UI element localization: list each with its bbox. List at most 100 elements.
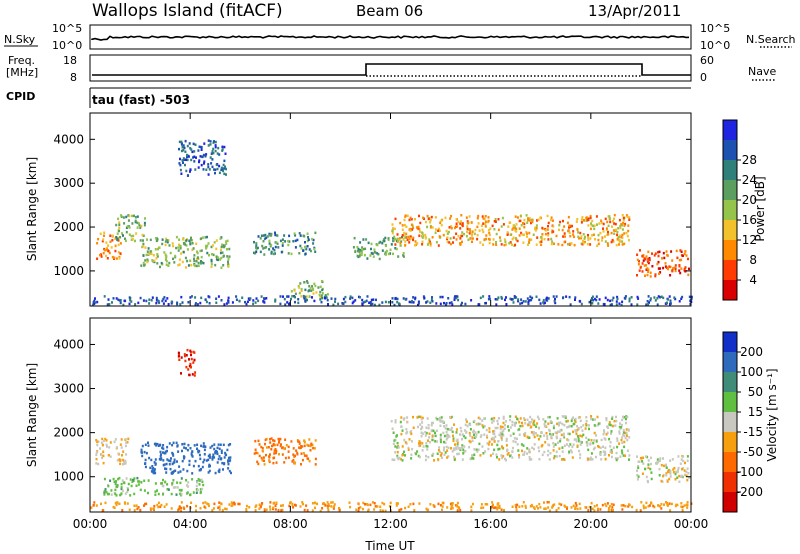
- power-cell: [172, 257, 174, 261]
- power-cell: [538, 298, 541, 302]
- colorbar-segment: [723, 240, 737, 261]
- velocity-cell: [511, 505, 514, 508]
- velocity-cell: [665, 472, 668, 475]
- power-cell: [577, 235, 580, 239]
- velocity-cell: [348, 501, 351, 504]
- power-cell: [175, 235, 178, 239]
- velocity-cell: [502, 421, 505, 425]
- power-cell: [142, 239, 144, 242]
- power-cell: [265, 246, 268, 249]
- velocity-cell: [178, 505, 181, 508]
- power-cell: [391, 301, 394, 304]
- power-cell: [160, 261, 163, 265]
- power-cell: [178, 147, 180, 151]
- power-cell: [300, 287, 303, 291]
- power-ylabel: Slant Range [km]: [25, 157, 39, 261]
- power-cell: [378, 241, 381, 245]
- velocity-cell: [284, 438, 287, 441]
- power-cell: [197, 166, 200, 169]
- power-cell: [411, 299, 413, 303]
- velocity-cell: [554, 443, 557, 446]
- velocity-cell: [296, 453, 299, 456]
- power-cell: [226, 239, 229, 243]
- power-cell: [268, 242, 271, 245]
- velocity-cell: [515, 506, 518, 509]
- power-cell: [535, 227, 538, 230]
- power-cell: [459, 222, 462, 225]
- power-cell: [671, 259, 674, 262]
- power-cell: [274, 252, 276, 255]
- velocity-cell: [530, 431, 533, 434]
- power-cell: [202, 153, 205, 157]
- power-cell: [396, 233, 399, 236]
- velocity-cell: [151, 465, 154, 468]
- power-cell: [594, 238, 596, 241]
- power-cell: [354, 250, 357, 254]
- power-cell: [361, 298, 364, 302]
- power-cell: [297, 285, 300, 288]
- power-cell: [197, 264, 200, 268]
- velocity-cell: [126, 502, 129, 505]
- velocity-cell: [290, 440, 293, 443]
- power-cell: [194, 143, 197, 146]
- power-cell: [179, 163, 182, 167]
- velocity-cell: [559, 440, 562, 443]
- power-cell: [568, 226, 570, 229]
- power-cell: [253, 240, 255, 244]
- power-cell: [642, 259, 645, 262]
- power-cell: [353, 236, 356, 240]
- power-cell: [384, 300, 387, 304]
- velocity-cell: [396, 454, 399, 458]
- power-cell: [170, 300, 173, 304]
- power-cell: [431, 226, 434, 229]
- y-tick-label: 3000: [53, 176, 84, 190]
- power-cell: [664, 262, 667, 265]
- velocity-cell: [521, 421, 523, 425]
- velocity-cell: [590, 415, 593, 418]
- velocity-region-3: [253, 437, 317, 466]
- power-cell: [118, 257, 121, 260]
- power-cell: [424, 220, 427, 224]
- velocity-cell: [622, 431, 625, 434]
- colorbar-segment: [723, 332, 737, 353]
- power-cell: [461, 231, 464, 234]
- velocity-cell: [445, 445, 448, 449]
- power-cell: [270, 234, 273, 237]
- velocity-cell: [420, 431, 423, 434]
- power-cell: [225, 173, 227, 176]
- velocity-cell: [649, 467, 652, 471]
- velocity-cell: [477, 416, 480, 420]
- velocity-cell: [214, 451, 217, 455]
- velocity-cell: [314, 439, 317, 442]
- power-cell: [607, 224, 610, 228]
- velocity-cell: [391, 427, 394, 430]
- power-cell: [615, 228, 618, 231]
- velocity-cell: [392, 431, 395, 434]
- power-cell: [352, 246, 355, 249]
- velocity-cell: [529, 421, 532, 424]
- power-cell: [500, 243, 503, 246]
- velocity-cell: [130, 484, 133, 488]
- velocity-cell: [601, 503, 604, 507]
- velocity-cell: [272, 456, 275, 460]
- velocity-cell: [225, 507, 228, 511]
- power-cell: [190, 236, 192, 240]
- velocity-cell: [171, 482, 174, 485]
- velocity-cell: [678, 480, 681, 483]
- velocity-cell: [513, 421, 516, 425]
- power-cell: [119, 299, 122, 302]
- power-cell: [227, 301, 230, 304]
- velocity-cell: [104, 488, 107, 491]
- power-cell: [591, 234, 594, 237]
- velocity-cell: [458, 447, 460, 450]
- velocity-cell: [121, 463, 124, 466]
- velocity-cell: [615, 451, 618, 455]
- velocity-cell: [679, 462, 682, 465]
- power-cell: [255, 250, 258, 254]
- velocity-cell: [512, 432, 515, 435]
- power-cell: [159, 265, 161, 269]
- power-cell: [412, 296, 415, 299]
- velocity-cell: [543, 501, 545, 504]
- velocity-cell: [427, 455, 430, 459]
- power-cell: [647, 261, 650, 265]
